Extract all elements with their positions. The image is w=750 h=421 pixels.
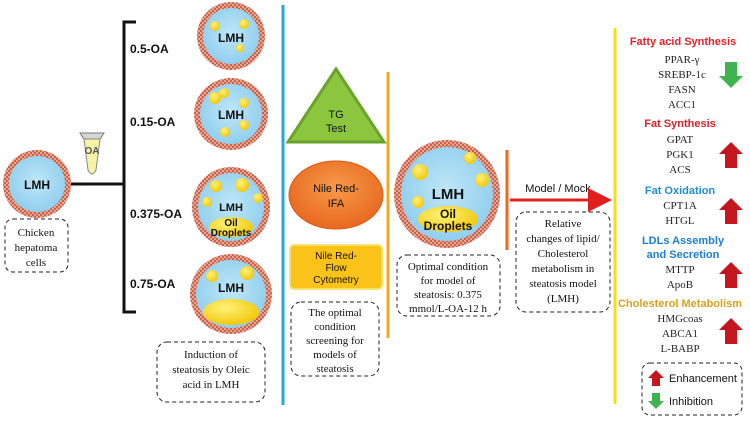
svg-text:GPAT: GPAT [667, 134, 694, 146]
svg-text:Droplets: Droplets [424, 219, 473, 233]
down-arrow-icon [719, 62, 743, 88]
svg-text:HTGL: HTGL [665, 215, 695, 227]
svg-text:ApoB: ApoB [667, 279, 693, 291]
svg-text:Droplets: Droplets [211, 228, 252, 239]
conc-label-3: 0.375-OA [130, 207, 182, 221]
svg-text:(LMH): (LMH) [547, 293, 579, 305]
svg-text:Test: Test [326, 123, 346, 135]
concentration-bracket [122, 20, 136, 314]
svg-text:ACS: ACS [669, 164, 690, 176]
svg-text:Oil: Oil [440, 207, 456, 221]
svg-text:and Secretion: and Secretion [647, 249, 720, 261]
svg-text:steatosis: 0.375: steatosis: 0.375 [414, 289, 482, 301]
svg-text:Flow: Flow [325, 263, 347, 274]
svg-text:LMH: LMH [432, 186, 465, 203]
svg-text:Inhibition: Inhibition [669, 396, 713, 408]
svg-text:screening for: screening for [306, 335, 364, 347]
svg-text:FASN: FASN [668, 84, 695, 96]
lmh-cell-left: LMH [3, 150, 71, 218]
svg-text:CPT1A: CPT1A [663, 200, 697, 212]
group-cholesterol-metabolism: Cholesterol Metabolism HMGcoas ABCA1 L-B… [618, 298, 743, 355]
svg-text:Fat Oxidation: Fat Oxidation [645, 185, 716, 197]
svg-text:models of: models of [313, 349, 357, 361]
induction-box: Induction of steatosis by Oleic acid in … [156, 341, 266, 403]
optimal-condition-box: Optimal condition for model of steatosis… [396, 254, 501, 317]
up-arrow-icon [719, 142, 743, 168]
legend-box: Enhancement Inhibition [641, 362, 743, 416]
svg-text:Relative: Relative [545, 218, 582, 230]
svg-text:Nile Red-: Nile Red- [313, 183, 359, 195]
svg-text:Optimal condition: Optimal condition [408, 261, 489, 273]
optimal-lmh-cell: LMH Oil Droplets [394, 140, 500, 248]
lmh-left-label: LMH [24, 178, 50, 192]
svg-text:steatosis model: steatosis model [529, 278, 597, 290]
group-ldl-assembly: LDLs Assembly and Secretion MTTP ApoB [642, 235, 743, 291]
cell-0-75-oa: LMH [190, 254, 272, 334]
svg-text:LMH: LMH [219, 202, 243, 214]
svg-text:acid in LMH: acid in LMH [183, 379, 240, 391]
up-arrow-icon [719, 198, 743, 224]
nile-red-ifa: Nile Red- IFA [288, 160, 384, 230]
inhibition-arrow-icon [648, 393, 664, 409]
relative-changes-box: Relative changes of lipid/ Cholesterol m… [515, 211, 611, 313]
svg-text:hepatoma: hepatoma [15, 242, 58, 254]
svg-text:LMH: LMH [218, 108, 244, 122]
screening-box: The optimal condition screening for mode… [290, 301, 380, 377]
svg-text:Induction of: Induction of [184, 349, 238, 361]
svg-text:Cytometry: Cytometry [313, 275, 359, 286]
group-fatty-acid-synthesis: Fatty acid Synthesis PPAR-γ SREBP-1c FAS… [630, 36, 743, 111]
svg-text:Chicken: Chicken [18, 227, 55, 239]
conc-label-2: 0.15-OA [130, 115, 176, 129]
svg-text:MTTP: MTTP [665, 264, 694, 276]
svg-text:Model / Mock: Model / Mock [525, 183, 591, 195]
group-fat-synthesis: Fat Synthesis GPAT PGK1 ACS [644, 118, 743, 176]
svg-text:changes of lipid/: changes of lipid/ [526, 233, 600, 245]
svg-text:LMH: LMH [218, 31, 244, 45]
conc-label-1: 0.5-OA [130, 42, 169, 56]
svg-text:Fat Synthesis: Fat Synthesis [644, 118, 716, 130]
svg-text:IFA: IFA [328, 198, 345, 210]
svg-text:ACC1: ACC1 [668, 99, 696, 111]
up-arrow-icon [719, 318, 743, 344]
svg-text:L-BABP: L-BABP [660, 343, 699, 355]
svg-text:Cholesterol Metabolism: Cholesterol Metabolism [618, 298, 742, 310]
svg-text:LDLs Assembly: LDLs Assembly [642, 235, 725, 247]
svg-text:PPAR-γ: PPAR-γ [664, 54, 699, 66]
cell-0-15-oa: LMH [194, 78, 268, 150]
svg-text:PGK1: PGK1 [666, 149, 694, 161]
svg-text:TG: TG [328, 109, 343, 121]
svg-text:ABCA1: ABCA1 [662, 328, 698, 340]
svg-text:Oil: Oil [224, 218, 238, 229]
enhancement-arrow-icon [648, 370, 664, 386]
svg-text:HMGcoas: HMGcoas [657, 313, 702, 325]
svg-text:steatosis: steatosis [316, 363, 353, 375]
group-fat-oxidation: Fat Oxidation CPT1A HTGL [645, 185, 743, 227]
nile-red-flow-cytometry: Nile Red- Flow Cytometry [289, 244, 383, 290]
svg-text:cells: cells [26, 257, 46, 269]
cell-0-375-oa: LMH Oil Droplets [192, 167, 270, 247]
svg-text:mmol/L-OA-12 h: mmol/L-OA-12 h [409, 303, 487, 315]
svg-text:OA: OA [85, 146, 100, 157]
cell-0-5-oa: LMH [197, 2, 265, 70]
svg-text:steatosis by Oleic: steatosis by Oleic [172, 364, 250, 376]
svg-text:for model of: for model of [421, 275, 476, 287]
svg-text:SREBP-1c: SREBP-1c [658, 69, 706, 81]
oa-tube-icon: OA [79, 132, 105, 175]
up-arrow-icon [719, 262, 743, 288]
conc-label-4: 0.75-OA [130, 277, 176, 291]
chicken-hepatoma-box: Chicken hepatoma cells [4, 218, 69, 273]
svg-text:condition: condition [314, 321, 356, 333]
svg-text:Nile Red-: Nile Red- [315, 251, 357, 262]
svg-text:Fatty acid Synthesis: Fatty acid Synthesis [630, 36, 736, 48]
svg-text:Cholesterol: Cholesterol [538, 248, 589, 260]
svg-text:The optimal: The optimal [308, 307, 361, 319]
svg-text:Enhancement: Enhancement [669, 373, 737, 385]
svg-text:metabolism in: metabolism in [532, 263, 595, 275]
model-mock-arrow: Model / Mock [510, 183, 612, 212]
svg-text:LMH: LMH [218, 281, 244, 295]
tg-test-triangle: TG Test [285, 66, 387, 144]
